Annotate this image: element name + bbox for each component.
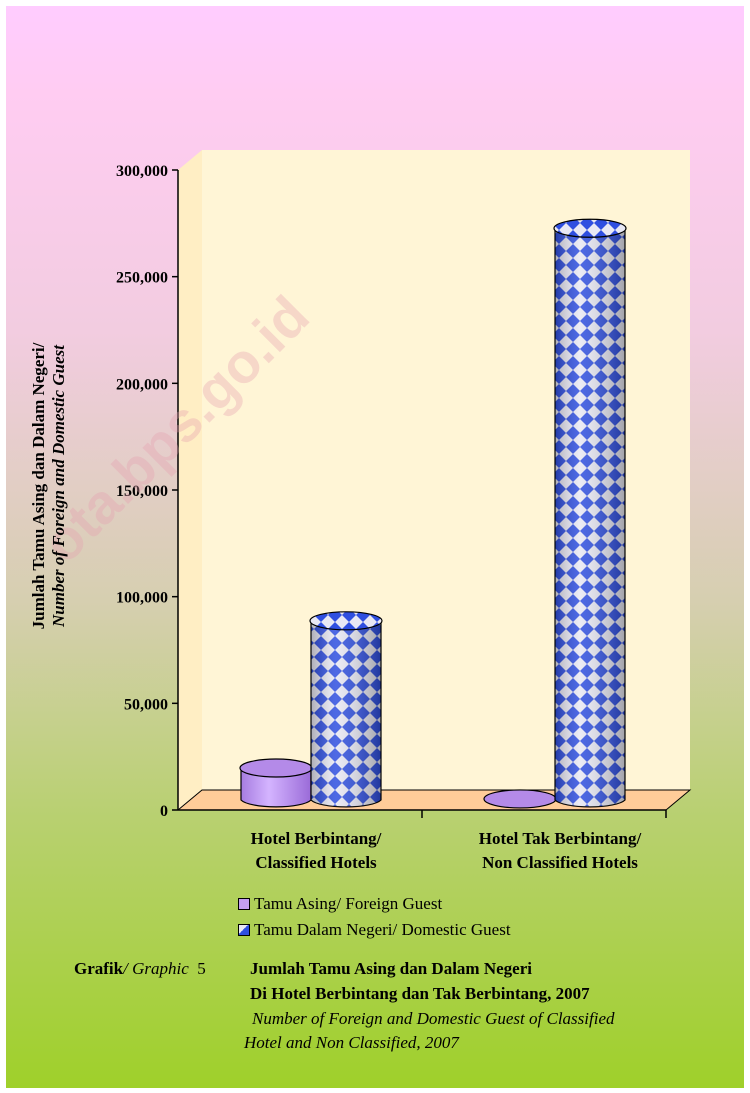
legend-label-foreign: Tamu Asing/ Foreign Guest — [254, 894, 442, 914]
y-tick-label: 100,000 — [116, 590, 168, 607]
category-label: Classified Hotels — [255, 853, 377, 872]
caption-title-1: Jumlah Tamu Asing dan Dalam Negeri — [250, 959, 532, 979]
bar-top — [554, 219, 626, 237]
legend-item-domestic: Tamu Dalam Negeri/ Domestic Guest — [238, 920, 511, 940]
y-axis-label-en: Number of Foreign and Domestic Guest — [49, 344, 68, 628]
bar-top — [240, 759, 312, 777]
caption-subtitle-2: Hotel and Non Classified, 2007 — [244, 1033, 459, 1053]
y-tick-label: 300,000 — [116, 163, 168, 180]
legend-label-domestic: Tamu Dalam Negeri/ Domestic Guest — [254, 920, 511, 940]
category-label: Non Classified Hotels — [482, 853, 638, 872]
bar-top — [484, 790, 556, 808]
bar-shade — [311, 621, 381, 807]
bar-shade — [555, 228, 625, 807]
y-tick-label: 200,000 — [116, 376, 168, 393]
caption-subtitle-1: Number of Foreign and Domestic Guest of … — [252, 1009, 615, 1029]
chart-background: 0 50,000 100,000 150,000 200,000 250,000 300,0… — [6, 6, 744, 1088]
bar-domestic — [554, 219, 626, 807]
caption-prefix: Grafik/ Graphic 5 — [74, 959, 206, 979]
caption-title-2: Di Hotel Berbintang dan Tak Berbintang, … — [250, 984, 590, 1004]
legend-swatch-domestic — [238, 924, 250, 936]
y-tick-label: 50,000 — [124, 696, 168, 713]
bar-foreign — [240, 759, 312, 807]
legend-item-foreign: Tamu Asing/ Foreign Guest — [238, 894, 442, 914]
bar-foreign — [484, 790, 556, 808]
y-tick-label: 250,000 — [116, 270, 168, 287]
legend-swatch-foreign — [238, 898, 250, 910]
y-axis-label: Jumlah Tamu Asing dan Dalam Negeri/ — [29, 342, 48, 629]
bar-top — [310, 612, 382, 630]
plot-side-wall — [178, 150, 202, 810]
bar-domestic — [310, 612, 382, 807]
category-label: Hotel Tak Berbintang/ — [479, 829, 642, 848]
category-label: Hotel Berbintang/ — [251, 829, 382, 848]
y-tick-label: 0 — [160, 803, 168, 820]
